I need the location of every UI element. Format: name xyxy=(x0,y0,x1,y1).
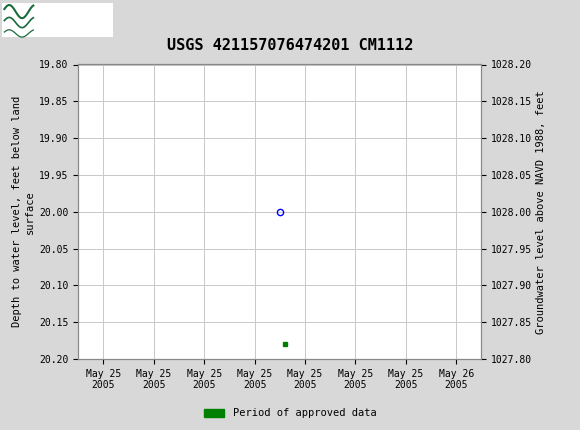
Bar xyxy=(2,3,113,37)
Y-axis label: Depth to water level, feet below land
surface: Depth to water level, feet below land su… xyxy=(12,96,35,327)
Text: USGS: USGS xyxy=(44,10,107,30)
Y-axis label: Groundwater level above NAVD 1988, feet: Groundwater level above NAVD 1988, feet xyxy=(536,90,546,334)
Legend: Period of approved data: Period of approved data xyxy=(200,404,380,423)
Text: USGS 421157076474201 CM1112: USGS 421157076474201 CM1112 xyxy=(167,38,413,53)
